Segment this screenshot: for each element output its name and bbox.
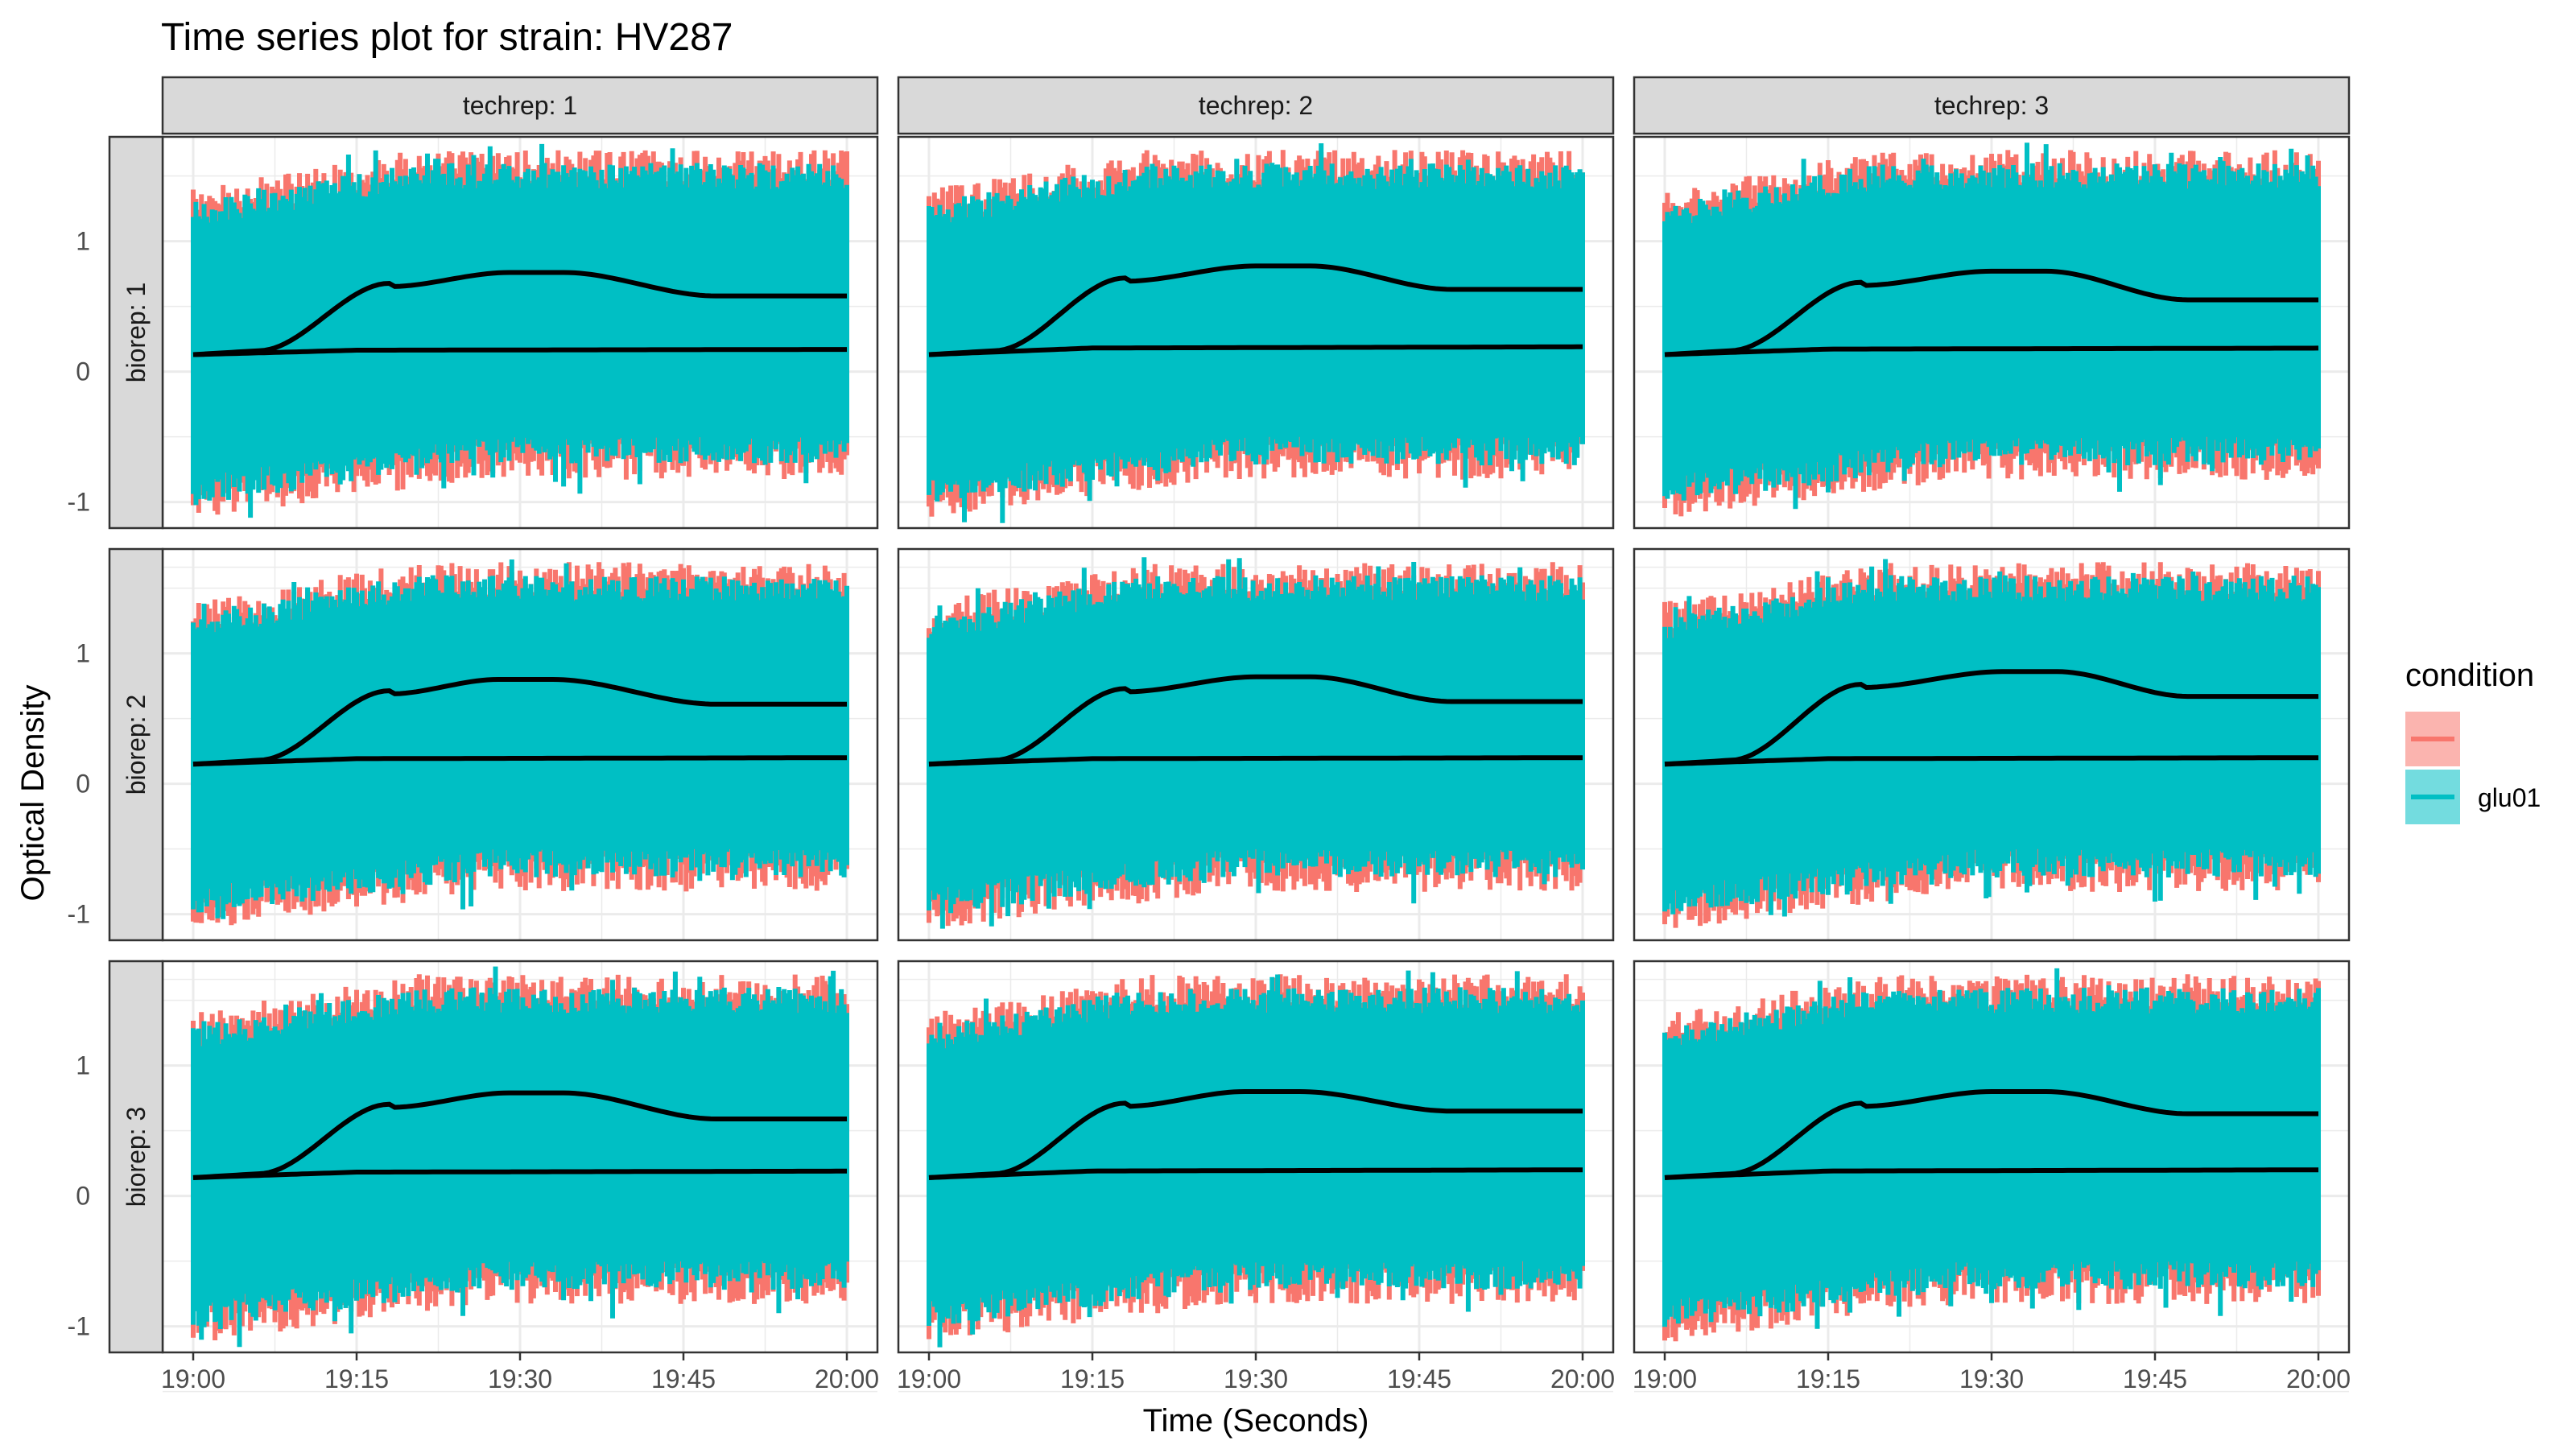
col-strip — [897, 76, 1615, 135]
y-tick-label: -1 — [68, 488, 90, 517]
mean-baseline-line — [192, 347, 847, 357]
x-tick-label: 20:00 — [2286, 1364, 2351, 1393]
row-strip-label: biorep: 3 — [122, 1107, 151, 1208]
x-tick-label: 19:00 — [897, 1364, 961, 1393]
col-strip-label: techrep: 1 — [463, 91, 577, 120]
series-glu01-trace — [1662, 968, 2321, 1329]
x-tick-label: 19:15 — [324, 1364, 389, 1393]
mean-growth-line — [928, 674, 1583, 767]
col-strip — [161, 76, 879, 135]
x-tick-label: 19:15 — [1796, 1364, 1860, 1393]
x-tick-label: 19:45 — [2123, 1364, 2187, 1393]
x-tick-label: 19:00 — [161, 1364, 225, 1393]
facet-panel — [897, 547, 1615, 980]
facet-panel — [1633, 547, 2351, 980]
facet-panel: -1 0 1 — [68, 135, 879, 568]
col-strip-label: techrep: 3 — [1934, 91, 2049, 120]
mean-growth-line — [192, 270, 847, 357]
y-axis-title: Optical Density — [15, 685, 51, 902]
mean-baseline-line — [1664, 1167, 2318, 1180]
y-tick-label: 1 — [76, 227, 90, 256]
mean-baseline-line — [192, 1168, 847, 1180]
facet-panel — [1633, 135, 2351, 568]
y-tick-label: -1 — [68, 1312, 90, 1341]
series-glu01-trace — [927, 970, 1585, 1348]
x-tick-label: 19:45 — [651, 1364, 716, 1393]
y-tick-label: 0 — [76, 1182, 90, 1211]
y-tick-label: 0 — [76, 770, 90, 799]
mean-growth-line — [1664, 669, 2318, 767]
series-glu01-trace — [927, 143, 1585, 523]
mean-growth-line — [192, 1090, 847, 1180]
facet-panel: 19:00 19:15 19:30 19:45 20:00 — [1633, 960, 2351, 1393]
mean-growth-line — [928, 263, 1583, 357]
x-axis-title: Time (Seconds) — [1143, 1403, 1369, 1439]
series-glu01-trace — [191, 559, 849, 919]
series-glu01-trace — [1662, 142, 2321, 510]
x-tick-label: 19:30 — [1959, 1364, 2024, 1393]
col-strip — [1633, 76, 2351, 135]
x-tick-label: 19:45 — [1387, 1364, 1451, 1393]
mean-baseline-line — [928, 755, 1583, 767]
panel-border — [897, 135, 1615, 530]
mean-baseline-line — [1664, 345, 2319, 357]
panel-border — [897, 547, 1615, 942]
x-tick-label: 19:30 — [488, 1364, 552, 1393]
col-strip-label: techrep: 2 — [1199, 91, 1313, 120]
mean-growth-line — [1664, 1089, 2318, 1180]
row-strip — [108, 135, 164, 530]
facet-panel — [897, 135, 1615, 568]
series-glu01-trace — [927, 557, 1585, 929]
facet-panel: -1 0 1 — [68, 547, 879, 980]
x-tick-label: 20:00 — [815, 1364, 879, 1393]
y-tick-label: 0 — [76, 357, 90, 386]
x-tick-label: 19:15 — [1060, 1364, 1125, 1393]
row-strip-label: biorep: 1 — [122, 283, 151, 383]
panel-border — [1633, 547, 2351, 942]
row-strip — [108, 960, 164, 1354]
chart-title: Time series plot for strain: HV287 — [161, 16, 733, 59]
mean-growth-line — [928, 1089, 1583, 1180]
mean-baseline-line — [928, 344, 1583, 357]
legend-label: glu01 — [2478, 783, 2541, 812]
facet-panel: 19:00 19:15 19:30 19:45 20:00 — [897, 960, 1615, 1393]
series-glu01-trace — [1662, 559, 2321, 917]
panel-border — [1633, 135, 2351, 530]
x-tick-label: 20:00 — [1550, 1364, 1615, 1393]
legend: condition glu01 — [2405, 658, 2541, 824]
series-glu01-trace — [191, 143, 849, 518]
x-tick-label: 19:00 — [1633, 1364, 1697, 1393]
legend-title: condition — [2405, 658, 2534, 693]
mean-growth-line — [1664, 268, 2318, 357]
mean-baseline-line — [1664, 755, 2318, 767]
y-tick-label: 1 — [76, 1051, 90, 1080]
mean-growth-line — [192, 677, 847, 767]
y-tick-label: 1 — [76, 639, 90, 668]
mean-baseline-line — [928, 1167, 1583, 1180]
x-tick-label: 19:30 — [1224, 1364, 1288, 1393]
row-strip-label: biorep: 2 — [122, 695, 151, 795]
y-tick-label: -1 — [68, 900, 90, 929]
row-strip — [108, 547, 164, 942]
mean-baseline-line — [192, 755, 847, 767]
facet-panel: 19:00 19:15 19:30 19:45 20:00 -1 0 1 — [68, 960, 879, 1393]
